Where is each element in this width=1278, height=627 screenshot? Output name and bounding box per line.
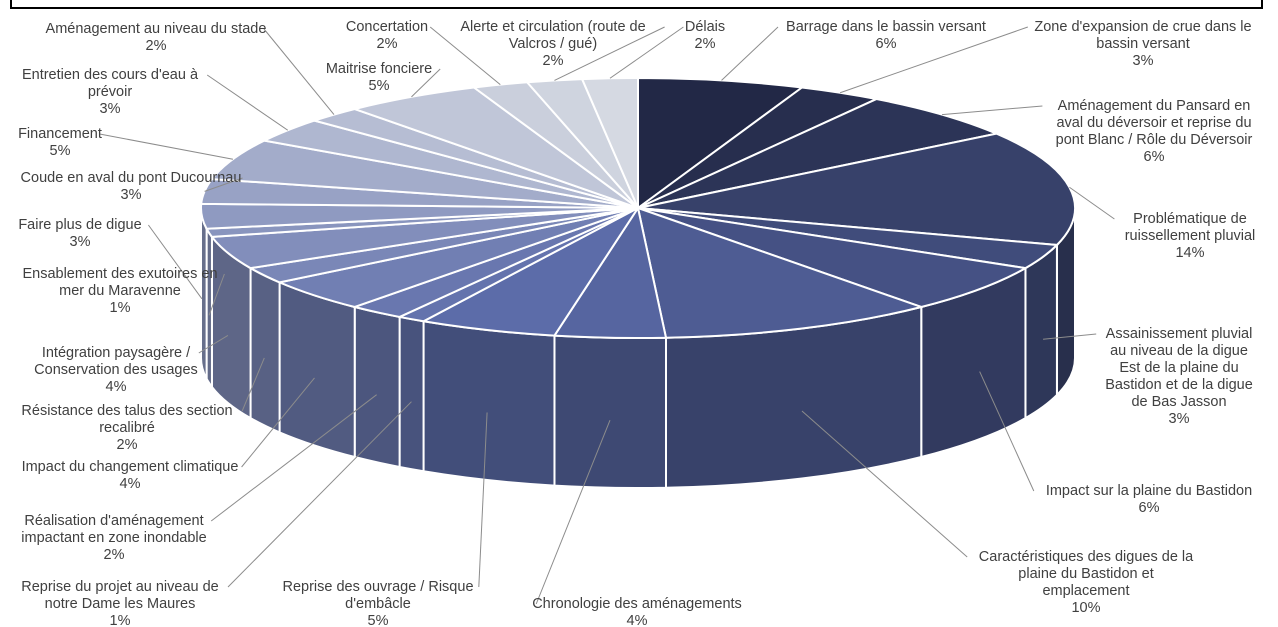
pie-slice-side-10 [398,315,425,473]
leader-lines-group [99,26,1115,605]
slice-label-16: Faire plus de digue 3% [18,217,141,250]
leader-line-16 [147,224,203,300]
leader-line-19 [206,74,289,131]
slice-label-24: Délais 2% [685,19,725,52]
pie-slice-side-16 [200,207,208,380]
leader-line-12 [241,377,315,468]
pie-slice-side-13 [249,266,281,434]
leader-line-4 [1069,186,1115,220]
slice-label-18: Financement 5% [18,126,102,159]
leader-line-9 [478,412,488,588]
slice-label-14: Intégration paysagère / Conservation des … [34,345,198,395]
leader-line-13 [241,357,265,412]
pie-slice-7 [636,206,925,339]
leader-line-23 [554,26,665,81]
slice-label-4: Problématique de ruissellement pluvial 14% [1125,211,1256,261]
pie-slice-side-5 [1024,242,1058,420]
slice-label-3: Aménagement du Pansard en aval du déverso… [1056,98,1253,165]
leader-line-21 [411,68,441,98]
pie-slice-side-8 [553,334,667,489]
leader-line-17 [204,177,243,192]
slice-label-23: Alerte et circulation (route de Valcros /… [460,19,645,69]
slice-label-1: Barrage dans le bassin versant 6% [786,19,986,52]
slice-label-19: Entretien des cours d'eau à prévoir 3% [22,67,199,117]
leader-line-20 [263,28,335,115]
leader-line-5 [1043,333,1097,340]
slice-label-5: Assainissement pluvial au niveau de la di… [1105,326,1253,427]
pie-slice-9 [420,207,639,337]
leader-line-3 [941,105,1043,116]
leader-line-6 [979,371,1035,492]
slice-label-12: Impact du changement climatique 4% [22,459,239,492]
slice-label-6: Impact sur la plaine du Bastidon 6% [1046,483,1252,516]
pie-slice-side-9 [422,320,556,487]
slice-label-9: Reprise des ouvrage / Risque d'embâcle 5% [282,579,473,627]
top-frame-border [10,0,1263,9]
slice-label-11: Réalisation d'aménagement impactant en zo… [21,513,206,563]
slice-label-21: Maitrise fonciere 5% [326,61,432,94]
slice-label-7: Caractéristiques des digues de la plaine … [979,549,1194,616]
pie-top-group [200,76,1076,339]
leader-line-24 [609,26,684,79]
leader-line-7 [801,410,968,558]
slice-label-15: Ensablement des exutoires en mer du Marav… [22,266,217,316]
pie-slice-side-12 [278,280,356,459]
leader-line-11 [210,394,377,522]
leader-line-14 [198,334,229,354]
slice-label-17: Coude en aval du pont Ducournau 3% [21,170,242,203]
leader-line-8 [535,420,611,605]
leader-line-22 [429,26,501,86]
leader-line-18 [99,133,234,160]
leader-line-1 [721,26,779,81]
slice-label-8: Chronologie des aménagements 4% [532,596,742,627]
slice-label-20: Aménagement au niveau du stade 2% [46,21,267,54]
leader-line-10 [227,401,412,588]
slice-label-2: Zone d'expansion de crue dans le bassin v… [1034,19,1251,69]
slice-label-13: Résistance des talus des section recalibr… [21,403,232,453]
slice-label-10: Reprise du projet au niveau de notre Dame… [21,579,219,627]
labels-group: Barrage dans le bassin versant 6% Zone d'e… [18,19,1255,627]
slice-label-22: Concertation 2% [346,19,428,52]
leader-line-15 [208,273,225,316]
pie-slice-6 [637,207,1029,309]
leader-line-2 [839,26,1028,94]
pie-slice-side-11 [353,305,401,469]
